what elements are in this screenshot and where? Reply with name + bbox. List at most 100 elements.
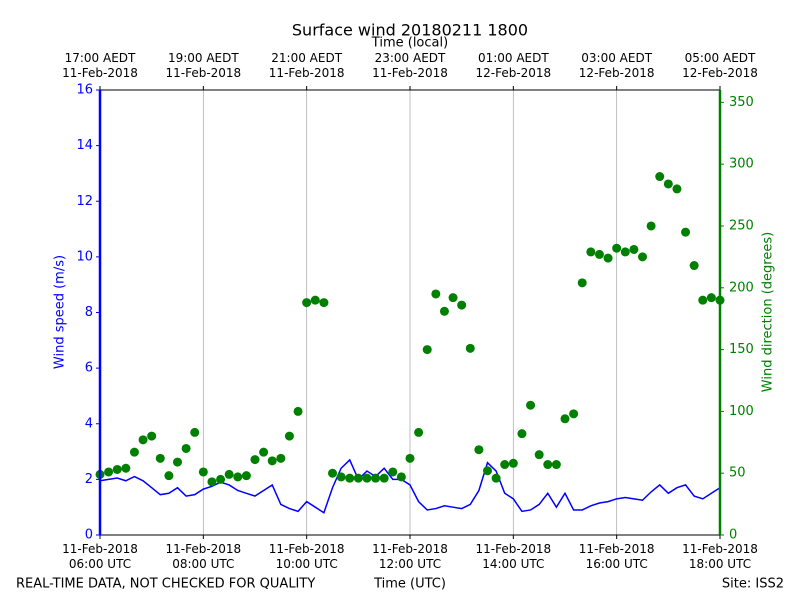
wind-direction-point <box>267 456 277 466</box>
y-tick-label: 8 <box>85 305 93 320</box>
wind-direction-point <box>362 473 372 483</box>
wind-direction-point <box>198 467 208 477</box>
x-tick-label: 11-Feb-2018 06:00 UTC <box>62 542 138 571</box>
wind-direction-point <box>474 445 484 455</box>
wind-direction-point <box>147 431 157 441</box>
wind-direction-point <box>534 450 544 460</box>
wind-direction-point <box>121 463 131 473</box>
wind-direction-point <box>508 458 518 468</box>
y2-axis-label: Wind direction (degrees) <box>761 232 776 392</box>
wind-direction-point <box>310 295 320 305</box>
wind-direction-point <box>129 447 139 457</box>
wind-direction-point <box>345 473 355 483</box>
wind-direction-point <box>379 473 389 483</box>
wind-direction-point <box>319 298 329 308</box>
y-tick-label: 2 <box>85 472 93 487</box>
wind-direction-point <box>517 429 527 439</box>
wind-direction-point <box>284 431 294 441</box>
footer-site: Site: ISS2 <box>722 577 784 592</box>
y2-tick-label: 150 <box>729 342 754 357</box>
wind-direction-point <box>276 453 286 463</box>
x2-tick-label: 17:00 AEDT 11-Feb-2018 <box>62 51 138 80</box>
y-tick-label: 16 <box>76 83 93 98</box>
wind-direction-point <box>336 472 346 482</box>
wind-direction-point <box>663 179 673 189</box>
wind-direction-point <box>577 278 587 288</box>
wind-direction-point <box>689 261 699 271</box>
footer-note: REAL-TIME DATA, NOT CHECKED FOR QUALITY <box>16 577 315 592</box>
wind-direction-point <box>465 343 475 353</box>
y2-tick-label: 100 <box>729 404 754 419</box>
x-tick-label: 11-Feb-2018 12:00 UTC <box>372 542 448 571</box>
wind-direction-point <box>483 466 492 476</box>
x-tick-label: 11-Feb-2018 16:00 UTC <box>578 542 655 571</box>
wind-direction-point <box>706 293 716 303</box>
y-tick-label: 12 <box>76 194 93 209</box>
wind-direction-point <box>414 427 424 437</box>
wind-direction-point <box>698 295 708 305</box>
y-tick-label: 4 <box>85 416 93 431</box>
wind-direction-point <box>560 414 570 424</box>
y2-tick-label: 250 <box>729 218 754 233</box>
wind-direction-point <box>388 467 398 477</box>
wind-direction-point <box>431 289 441 299</box>
y-tick-label: 0 <box>85 528 93 543</box>
wind-direction-point <box>526 400 536 410</box>
wind-direction-point <box>138 435 148 445</box>
wind-direction-point <box>439 306 449 316</box>
x2-tick-label: 01:00 AEDT 12-Feb-2018 <box>475 51 552 80</box>
wind-direction-point <box>681 227 691 237</box>
y-tick-label: 14 <box>76 138 93 153</box>
y2-tick-label: 350 <box>729 95 754 110</box>
x-tick-label: 11-Feb-2018 18:00 UTC <box>682 542 758 571</box>
wind-direction-point <box>112 464 122 474</box>
wind-direction-point <box>422 345 432 355</box>
x2-tick-label: 05:00 AEDT 12-Feb-2018 <box>682 51 758 80</box>
x2-tick-label: 21:00 AEDT 11-Feb-2018 <box>268 51 345 80</box>
wind-direction-point <box>190 427 200 437</box>
wind-direction-point <box>603 253 613 263</box>
y-tick-label: 6 <box>85 361 93 376</box>
wind-direction-point <box>155 453 165 463</box>
wind-direction-point <box>655 172 665 182</box>
wind-speed-line <box>99 458 721 514</box>
wind-direction-point <box>328 468 337 478</box>
wind-direction-point <box>638 252 647 262</box>
wind-direction-point <box>371 473 381 483</box>
wind-direction-point <box>164 471 174 481</box>
wind-direction-point <box>569 409 579 419</box>
wind-direction-point <box>181 443 191 453</box>
wind-direction-point <box>594 249 604 259</box>
x2-axis-label: Time (local) <box>371 36 448 51</box>
wind-direction-point <box>207 477 217 487</box>
wind-direction-point <box>629 244 639 254</box>
wind-direction-point <box>259 447 269 457</box>
x2-tick-label: 23:00 AEDT 11-Feb-2018 <box>372 51 448 80</box>
wind-direction-point <box>551 460 561 470</box>
wind-direction-point <box>353 473 363 483</box>
wind-direction-point <box>250 455 260 465</box>
wind-direction-point <box>405 453 415 463</box>
wind-direction-point <box>216 474 226 484</box>
y2-tick-label: 300 <box>729 157 754 172</box>
x2-tick-label: 19:00 AEDT 11-Feb-2018 <box>165 51 242 80</box>
wind-direction-point <box>302 298 312 308</box>
x-tick-label: 11-Feb-2018 08:00 UTC <box>165 542 242 571</box>
wind-direction-point <box>396 472 406 482</box>
wind-direction-point <box>233 472 243 482</box>
y2-tick-label: 0 <box>729 528 737 543</box>
wind-direction-point <box>241 471 251 481</box>
y-tick-label: 10 <box>76 249 93 264</box>
wind-direction-point <box>104 467 114 477</box>
wind-direction-point <box>457 300 467 310</box>
wind-direction-point <box>586 247 596 257</box>
x-tick-label: 11-Feb-2018 14:00 UTC <box>475 542 552 571</box>
x-tick-label: 11-Feb-2018 10:00 UTC <box>268 542 345 571</box>
wind-direction-point <box>224 469 234 479</box>
y2-tick-label: 200 <box>729 280 754 295</box>
wind-direction-point <box>500 460 510 470</box>
wind-direction-point <box>293 406 303 416</box>
chart-title: Surface wind 20180211 1800 <box>292 21 528 40</box>
